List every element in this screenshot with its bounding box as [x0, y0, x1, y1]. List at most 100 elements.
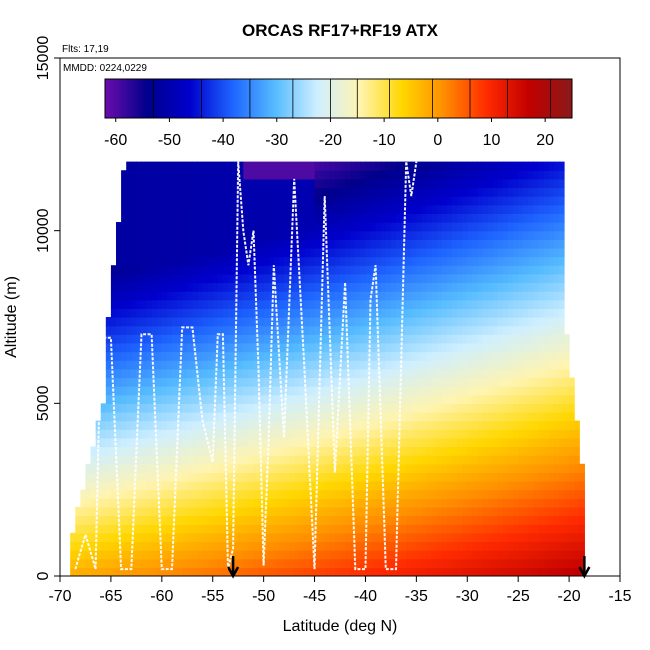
field-cell [528, 472, 535, 482]
field-cell [166, 325, 173, 335]
field-cell [416, 360, 423, 370]
field-cell [365, 273, 372, 284]
field-cell [263, 455, 270, 465]
field-cell [518, 334, 524, 344]
field-cell [207, 377, 214, 387]
field-cell [431, 524, 438, 534]
field-cell [141, 403, 148, 413]
colorbar-cell [236, 79, 240, 118]
field-cell [161, 334, 168, 344]
field-cell [228, 550, 234, 560]
field-cell [416, 524, 423, 534]
field-cell [207, 420, 214, 430]
field-cell [477, 463, 484, 473]
field-cell [278, 481, 285, 491]
field-cell [228, 386, 234, 396]
field-cell [268, 273, 275, 284]
field-cell [431, 420, 438, 430]
field-cell [151, 239, 158, 249]
field-cell [446, 411, 453, 422]
colorbar-cell [257, 79, 262, 118]
field-cell [166, 463, 173, 473]
x-tick-label: -35 [405, 588, 428, 605]
field-cell [385, 472, 392, 482]
field-cell [431, 317, 438, 327]
field-cell [309, 282, 316, 292]
field-cell [396, 524, 402, 534]
field-cell [233, 411, 239, 422]
field-cell [350, 463, 356, 473]
field-cell [212, 481, 219, 491]
field-cell [385, 498, 392, 508]
field-cell [146, 282, 153, 292]
field-cell [360, 437, 367, 448]
field-cell [355, 308, 361, 318]
field-cell [564, 334, 570, 344]
field-cell [156, 403, 163, 413]
field-cell [131, 178, 137, 189]
field-cell [151, 230, 158, 240]
colorbar-cell [547, 79, 552, 118]
field-cell [350, 532, 356, 543]
field-cell [477, 420, 484, 430]
field-cell [492, 515, 499, 525]
field-cell [253, 515, 260, 525]
field-cell [263, 247, 270, 258]
field-cell [436, 299, 443, 309]
field-cell [431, 187, 438, 197]
field-cell [502, 161, 509, 171]
field-cell [446, 351, 453, 361]
field-cell [345, 420, 351, 430]
field-cell [121, 489, 127, 499]
field-cell [345, 265, 351, 275]
field-cell [126, 178, 132, 189]
field-cell [558, 360, 565, 370]
colorbar-cell [271, 79, 275, 118]
field-cell [538, 455, 545, 465]
field-cell [487, 541, 494, 551]
field-cell [126, 342, 132, 353]
field-cell [248, 256, 255, 266]
field-cell [401, 334, 407, 344]
field-cell [192, 472, 199, 482]
field-cell [197, 386, 204, 396]
field-cell [309, 256, 316, 266]
field-cell [192, 161, 199, 171]
field-cell [385, 325, 392, 335]
field-cell [579, 550, 585, 560]
field-cell [385, 265, 392, 275]
field-cell [370, 411, 377, 422]
field-cell [299, 403, 305, 413]
field-cell [553, 161, 560, 171]
field-cell [278, 498, 285, 508]
field-cell [421, 273, 428, 284]
field-cell [452, 308, 458, 318]
field-cell [446, 481, 453, 491]
field-cell [334, 532, 341, 543]
field-cell [105, 420, 112, 430]
field-cell [202, 299, 209, 309]
field-cell [528, 273, 535, 284]
field-cell [513, 299, 519, 309]
field-cell [253, 170, 260, 180]
field-cell [558, 463, 565, 473]
field-cell [543, 317, 550, 327]
field-cell [406, 247, 412, 258]
colorbar-cell [322, 79, 326, 118]
field-cell [487, 317, 494, 327]
field-cell [248, 291, 255, 301]
field-cell [121, 213, 127, 223]
field-cell [421, 472, 428, 482]
field-cell [289, 481, 295, 491]
field-cell [100, 455, 107, 465]
field-cell [182, 403, 188, 413]
field-cell [248, 463, 255, 473]
field-cell [110, 472, 117, 482]
field-cell [462, 204, 468, 214]
y-tick-label: 0 [35, 571, 52, 580]
field-cell [492, 411, 499, 422]
field-cell [380, 411, 387, 422]
field-cell [121, 386, 127, 396]
field-cell [294, 532, 300, 543]
field-cell [263, 351, 270, 361]
